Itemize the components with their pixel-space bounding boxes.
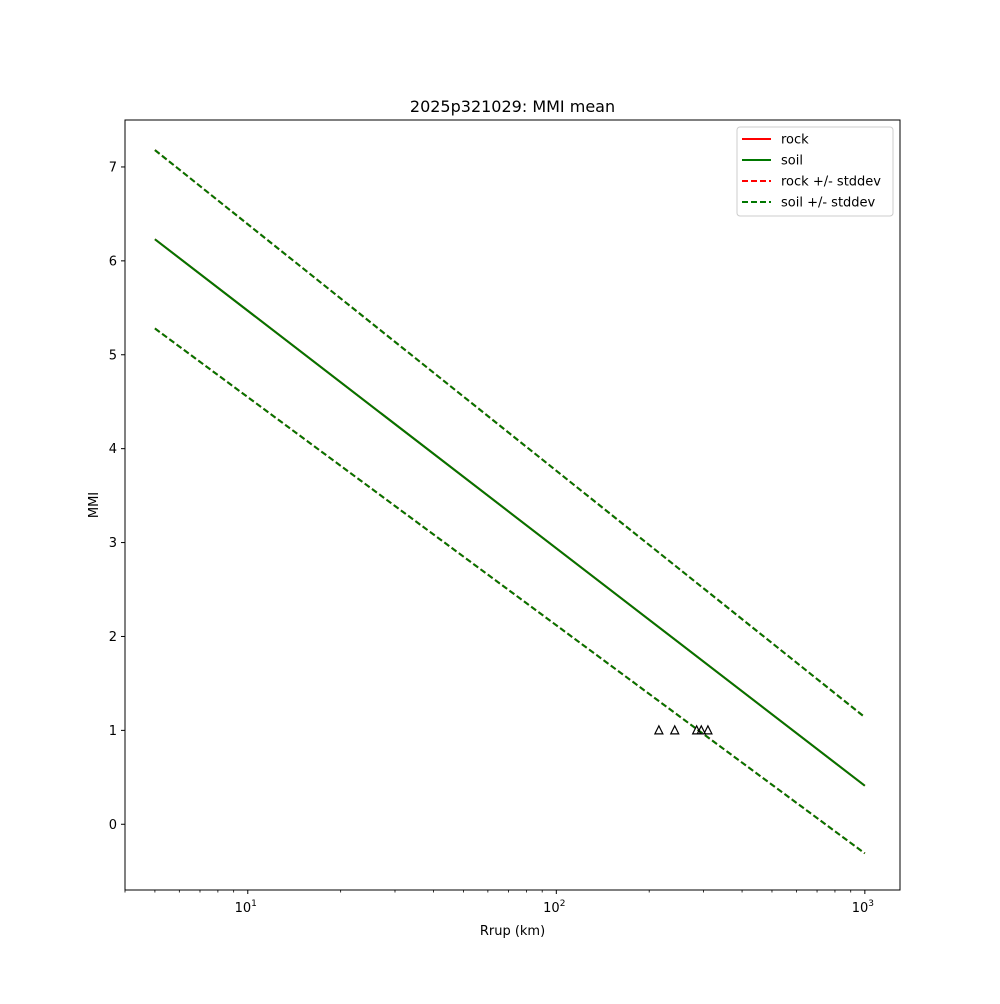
y-tick-label: 3 xyxy=(109,536,117,551)
y-tick-label: 1 xyxy=(109,724,117,739)
series-line-soil-1 xyxy=(154,238,866,787)
series-line-soil-stddev-4 xyxy=(154,149,866,719)
plot-area-frame xyxy=(124,119,901,891)
y-tick-label: 7 xyxy=(109,160,117,175)
observation-marker xyxy=(696,724,707,735)
y-axis-label: MMI xyxy=(87,492,102,518)
y-tick-label: 4 xyxy=(109,442,117,457)
y-tick-label: 0 xyxy=(109,818,117,833)
series-line-soil-stddev-5 xyxy=(154,327,866,855)
legend-label: rock +/- stddev xyxy=(781,175,881,190)
observation-marker xyxy=(669,724,680,735)
legend-label: soil xyxy=(781,154,803,169)
observation-marker xyxy=(702,724,713,735)
y-tick-label: 5 xyxy=(109,348,117,363)
legend: rock soil rock +/- stddev soil +/- stddev xyxy=(736,126,894,217)
legend-label: rock xyxy=(781,133,809,148)
x-tick-label: 102 xyxy=(543,899,565,916)
y-tick-label: 2 xyxy=(109,630,117,645)
x-tick-label: 103 xyxy=(852,899,874,916)
legend-box xyxy=(736,126,894,217)
legend-label: soil +/- stddev xyxy=(781,196,876,211)
x-tick-label: 101 xyxy=(235,899,257,916)
observation-marker xyxy=(653,724,664,735)
x-axis-label: Rrup (km) xyxy=(480,924,545,939)
chart-title: 2025p321029: MMI mean xyxy=(410,97,615,116)
y-tick-label: 6 xyxy=(109,254,117,269)
